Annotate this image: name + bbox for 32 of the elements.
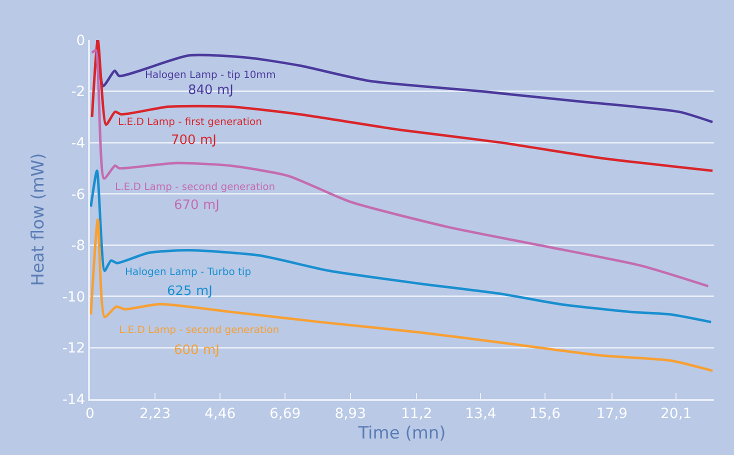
y-axis-title: Heat flow (mW) (28, 153, 48, 286)
annotation: 700 mJ (171, 133, 216, 148)
annotation: Halogen Lamp - Turbo tip (125, 267, 252, 278)
annotation: 625 mJ (167, 284, 212, 299)
x-tick-label: 15,6 (529, 406, 561, 422)
x-tick-label: 17,9 (596, 406, 628, 422)
annotation: L.E.D Lamp - second generation (115, 182, 276, 193)
y-tick-label: -8 (71, 238, 86, 254)
x-tick-label: 13,4 (465, 406, 496, 422)
annotation: 600 mJ (174, 343, 220, 358)
y-tick-label: -2 (71, 84, 86, 100)
annotation: 670 mJ (174, 198, 220, 213)
line-series (90, 40, 714, 172)
annotation: L.E.D Lamp - first generation (118, 117, 262, 128)
annotation: Halogen Lamp - tip 10mm (145, 70, 276, 81)
annotation: L.E.D Lamp - second generation (119, 325, 280, 336)
y-tick-label: -14 (62, 392, 86, 408)
x-axis-title: Time (mn) (357, 424, 446, 444)
y-tick-label: 0 (76, 32, 86, 49)
y-tick-label: -4 (71, 135, 86, 152)
annotation: 840 mJ (188, 83, 234, 98)
x-tick-label: 20,1 (660, 406, 692, 422)
y-tick-label: -12 (62, 340, 86, 357)
x-tick-label: 11,2 (400, 406, 432, 422)
x-tick-label: 4,46 (204, 406, 236, 422)
x-tick-label: 8,93 (334, 406, 366, 422)
x-tick-label: 6,69 (269, 406, 301, 422)
y-tick-label: -10 (62, 289, 86, 306)
line-series (90, 170, 712, 324)
y-tick-label: -6 (71, 186, 86, 203)
x-tick-label: 2,23 (139, 406, 171, 422)
line-series (90, 218, 714, 372)
